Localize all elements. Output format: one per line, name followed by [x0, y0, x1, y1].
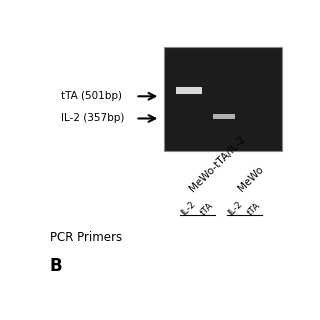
- Text: MeWo: MeWo: [236, 164, 266, 194]
- Text: tTA: tTA: [198, 201, 215, 217]
- Text: B: B: [50, 257, 62, 275]
- Text: IL-2 (357bp): IL-2 (357bp): [61, 114, 124, 124]
- Bar: [164, 47, 282, 150]
- Text: IL-2: IL-2: [179, 199, 197, 217]
- Bar: [176, 87, 202, 93]
- Text: tTA (501bp): tTA (501bp): [61, 91, 122, 101]
- Text: tTA: tTA: [246, 201, 262, 217]
- Text: MeWo-tTA/IL-2: MeWo-tTA/IL-2: [188, 134, 248, 194]
- Text: IL-2: IL-2: [226, 199, 244, 217]
- Bar: [213, 114, 235, 119]
- Text: PCR Primers: PCR Primers: [50, 231, 122, 244]
